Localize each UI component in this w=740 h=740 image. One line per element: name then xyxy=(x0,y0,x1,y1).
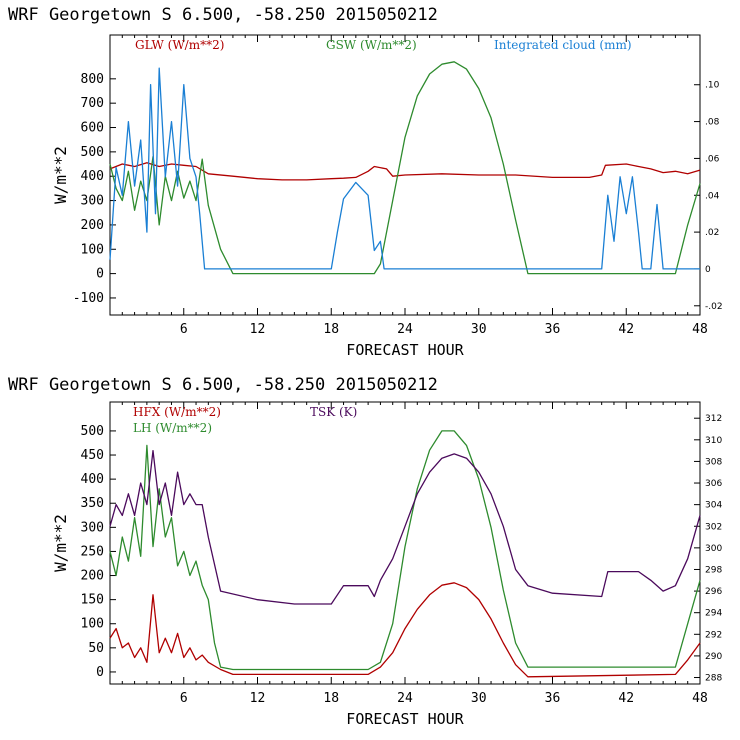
legend-integrated-cloud: Integrated cloud (mm) xyxy=(494,38,632,52)
x-tick-label: 42 xyxy=(618,691,634,706)
right-tick-label: 308 xyxy=(705,457,722,467)
right-tick-label: .06 xyxy=(705,154,720,164)
legend-hfx: HFX (W/m**2) xyxy=(133,405,221,419)
bottom-series-lines xyxy=(109,430,701,678)
bottom-y-axis-label: W/m**2 xyxy=(51,514,70,572)
left-tick-label: 100 xyxy=(81,617,104,632)
x-tick-label: 18 xyxy=(323,322,339,337)
right-tick-label: 292 xyxy=(705,630,722,640)
bottom-x-axis-label: FORECAST HOUR xyxy=(346,710,464,728)
right-tick-label: 294 xyxy=(705,609,722,619)
top-x-axis: 6 12 18 24 30 36 42 48 xyxy=(121,35,708,337)
legend-glw: GLW (W/m**2) xyxy=(135,38,224,52)
top-panel: WRF Georgetown S 6.500, -58.250 20150502… xyxy=(8,5,723,359)
left-tick-label: 600 xyxy=(81,121,104,136)
left-tick-label: 450 xyxy=(81,448,104,463)
right-tick-label: 300 xyxy=(705,544,722,554)
right-tick-label: 288 xyxy=(705,674,722,684)
x-tick-label: 6 xyxy=(180,691,188,706)
x-tick-label: 24 xyxy=(397,322,413,337)
x-tick-label: 24 xyxy=(397,691,413,706)
bottom-panel: WRF Georgetown S 6.500, -58.250 20150502… xyxy=(8,375,722,728)
x-tick-label: 30 xyxy=(471,322,487,337)
left-tick-label: -100 xyxy=(73,291,104,306)
legend-gsw: GSW (W/m**2) xyxy=(326,38,417,52)
left-tick-label: 0 xyxy=(96,665,104,680)
left-tick-label: 50 xyxy=(88,641,104,656)
left-tick-label: 150 xyxy=(81,593,104,608)
right-tick-label: 296 xyxy=(705,587,722,597)
right-tick-label: .02 xyxy=(705,228,719,238)
left-tick-label: 100 xyxy=(81,242,104,257)
right-tick-label: 312 xyxy=(705,414,722,424)
bottom-x-axis: 6 12 18 24 30 36 42 48 xyxy=(121,402,708,706)
legend-tsk: TSK (K) xyxy=(310,405,357,419)
series-line-integrated xyxy=(109,67,700,270)
bottom-right-axis: 288 290 292 294 296 298 300 302 304 306 308 310 312 xyxy=(694,414,722,684)
right-tick-label: 302 xyxy=(705,522,722,532)
right-tick-label: 290 xyxy=(705,652,722,662)
bottom-left-axis: 0 50 100 150 200 250 300 350 400 450 500 xyxy=(81,424,116,680)
left-tick-label: 300 xyxy=(81,194,104,209)
left-tick-label: 400 xyxy=(81,169,104,184)
left-tick-label: 500 xyxy=(81,424,104,439)
top-series-lines xyxy=(109,61,701,275)
left-tick-label: 0 xyxy=(96,267,104,282)
series-line-glw xyxy=(109,162,701,181)
x-tick-label: 36 xyxy=(545,322,561,337)
series-line-tsk xyxy=(109,449,701,605)
top-x-axis-label: FORECAST HOUR xyxy=(346,341,464,359)
right-tick-label: 310 xyxy=(705,436,722,446)
x-tick-label: 36 xyxy=(545,691,561,706)
x-tick-label: 6 xyxy=(180,322,188,337)
top-left-axis: -100 0 100 200 300 400 500 600 700 800 xyxy=(73,72,116,306)
left-tick-label: 300 xyxy=(81,520,104,535)
right-tick-label: .10 xyxy=(705,81,720,91)
x-tick-label: 48 xyxy=(692,691,708,706)
series-line-gsw xyxy=(109,61,701,275)
right-tick-label: 306 xyxy=(705,479,722,489)
right-tick-label: .04 xyxy=(705,191,720,201)
left-tick-label: 200 xyxy=(81,218,104,233)
right-tick-label: -.02 xyxy=(705,302,723,312)
left-tick-label: 200 xyxy=(81,569,104,584)
right-tick-label: 298 xyxy=(705,565,722,575)
left-tick-label: 400 xyxy=(81,472,104,487)
top-right-axis: -.02 0 .02 .04 .06 .08 .10 xyxy=(694,81,723,312)
left-tick-label: 500 xyxy=(81,145,104,160)
left-tick-label: 800 xyxy=(81,72,104,87)
top-chart-title: WRF Georgetown S 6.500, -58.250 20150502… xyxy=(8,5,438,25)
right-tick-label: .08 xyxy=(705,118,720,128)
x-tick-label: 12 xyxy=(250,691,266,706)
series-line-lh xyxy=(109,430,701,671)
right-tick-label: 0 xyxy=(705,265,711,275)
bottom-chart-title: WRF Georgetown S 6.500, -58.250 20150502… xyxy=(8,375,438,395)
left-tick-label: 350 xyxy=(81,496,104,511)
right-tick-label: 304 xyxy=(705,501,722,511)
x-tick-label: 18 xyxy=(323,691,339,706)
top-y-axis-label: W/m**2 xyxy=(51,146,70,204)
bottom-plot-frame xyxy=(109,401,701,685)
left-tick-label: 250 xyxy=(81,544,104,559)
legend-lh: LH (W/m**2) xyxy=(133,421,212,435)
x-tick-label: 12 xyxy=(250,322,266,337)
x-tick-label: 48 xyxy=(692,322,708,337)
series-line-hfx xyxy=(109,582,701,678)
x-tick-label: 30 xyxy=(471,691,487,706)
x-tick-label: 42 xyxy=(618,322,634,337)
left-tick-label: 700 xyxy=(81,96,104,111)
